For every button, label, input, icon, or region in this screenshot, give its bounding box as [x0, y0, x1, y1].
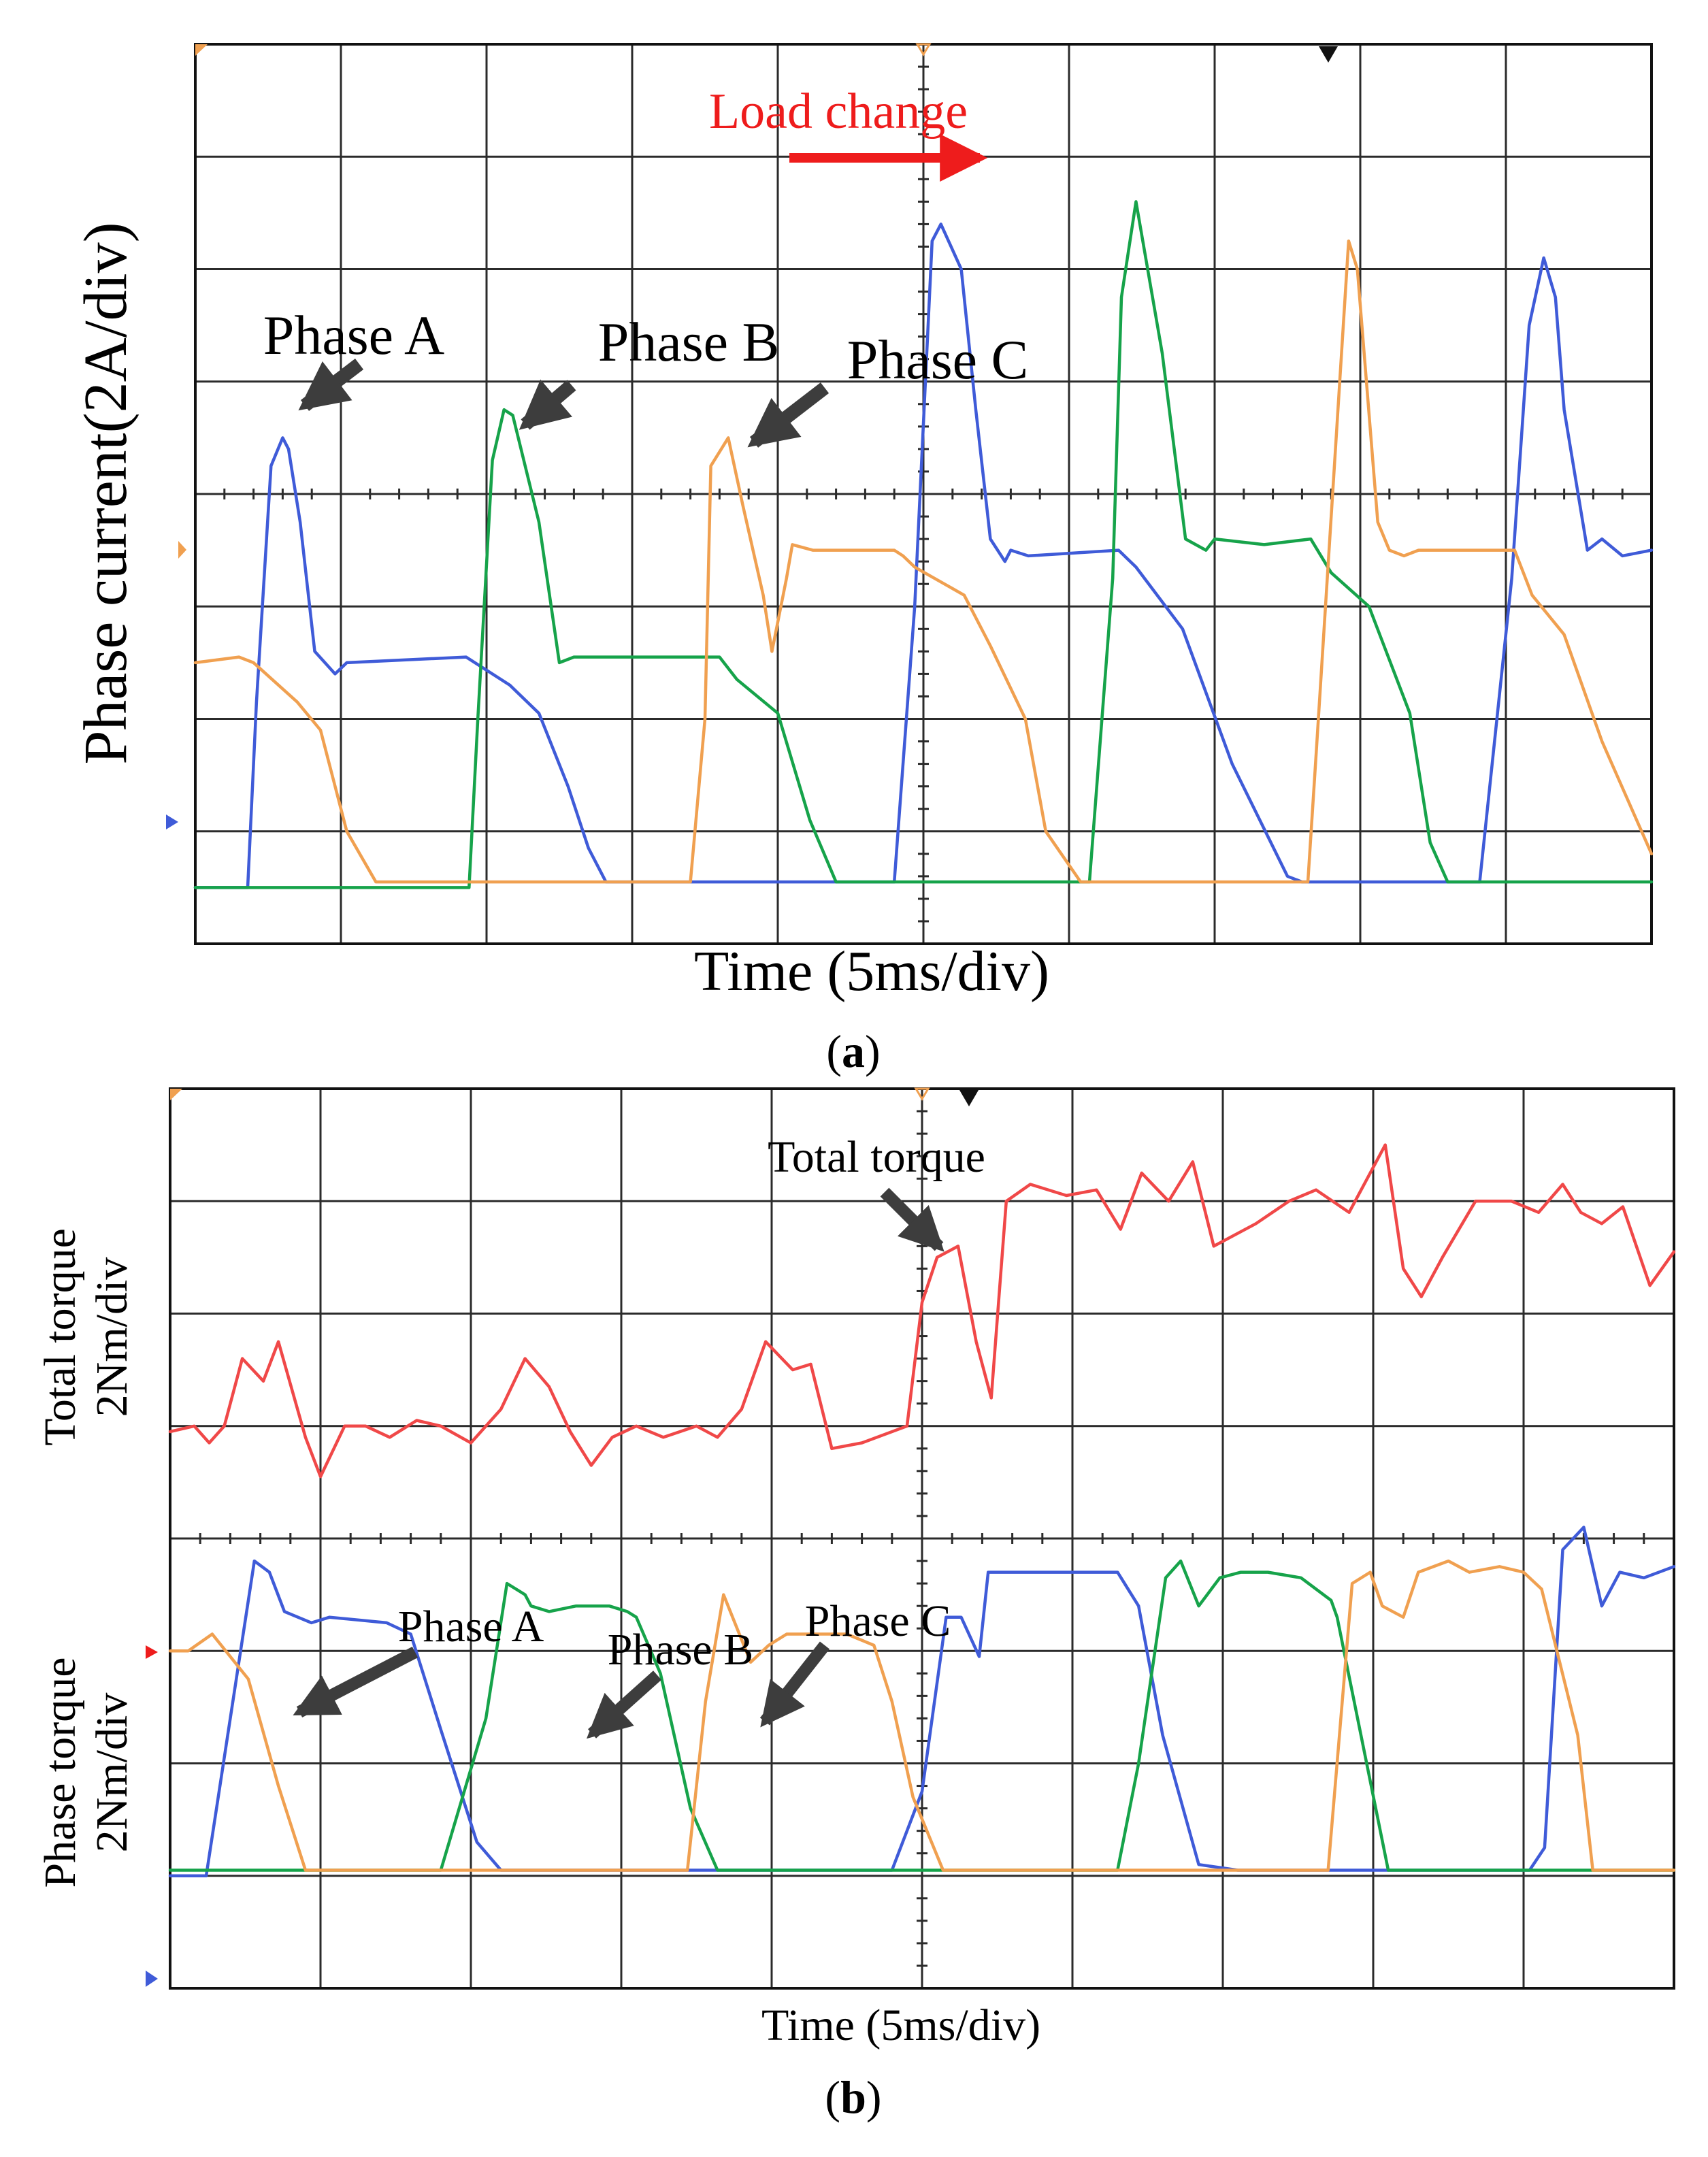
- panel-letter-b: b: [840, 2071, 866, 2123]
- center-marker-icon: [914, 1087, 930, 1101]
- panel-label-a: (a): [826, 1025, 880, 1077]
- series-phase-a-line-a: [193, 223, 1654, 889]
- series-phase-b-line-b: [168, 1559, 1676, 1872]
- channel-ground-icon: [166, 814, 178, 829]
- panel-label-b: (b): [825, 2071, 881, 2123]
- label-phase-b: Phase B: [598, 311, 780, 373]
- label-phase-c: Phase C: [805, 1596, 951, 1646]
- total-torque-arrow-icon: [880, 1187, 945, 1252]
- phase-a-arrow-icon: [298, 359, 364, 411]
- x-axis-label-a: Time (5ms/div): [694, 940, 1049, 1003]
- phase-c-arrow-icon: [747, 382, 830, 448]
- label-phase-c: Phase C: [847, 329, 1029, 391]
- label-phase-b: Phase B: [608, 1625, 754, 1675]
- phase-b-arrow-icon: [586, 1670, 662, 1739]
- traces-b: [168, 1143, 1676, 1878]
- trigger-position-icon: [1319, 46, 1338, 63]
- grid-a: [195, 44, 1652, 944]
- y-axis-label-upper-line1: Total torque: [35, 1228, 85, 1446]
- x-axis-label-b: Time (5ms/div): [761, 2000, 1040, 2050]
- y-axis-label-upper-line2: 2Nm/div: [87, 1257, 137, 1417]
- y-axis-label-lower-line2: 2Nm/div: [87, 1693, 137, 1853]
- traces-a: [193, 200, 1654, 889]
- panel-letter-a: a: [842, 1025, 865, 1077]
- channel-ground-icon: [146, 1971, 158, 1987]
- phase-a-arrow-icon: [293, 1647, 418, 1717]
- y-axis-label-lower: Phase torque2Nm/div: [35, 1657, 137, 1888]
- phase-c-arrow-icon: [759, 1641, 830, 1728]
- phase-b-arrow-icon: [519, 379, 576, 430]
- trigger-level-icon: [178, 541, 186, 559]
- label-phase-a: Phase A: [263, 304, 445, 366]
- load-change-label: Load change: [709, 84, 968, 139]
- center-marker-icon: [915, 43, 932, 56]
- trigger-marker-icon: [170, 1089, 182, 1100]
- torque-chart: Total torque Phase A Phase B Phase C Tot…: [35, 1087, 1676, 2123]
- y-axis-label-upper: Total torque2Nm/div: [35, 1228, 137, 1446]
- series-phase-a-line-b: [168, 1526, 1676, 1878]
- trigger-marker-icon: [195, 44, 208, 56]
- trigger-position-icon: [959, 1090, 979, 1106]
- phase-current-chart: Load change Phase A Phase B Phase C Phas…: [72, 43, 1654, 1077]
- y-axis-label-lower-line1: Phase torque: [35, 1657, 85, 1888]
- series-total-torque-line-b: [168, 1143, 1676, 1479]
- label-phase-a: Phase A: [398, 1602, 544, 1651]
- series-phase-c-line-a: [193, 239, 1654, 884]
- series-phase-b-line-a: [193, 200, 1654, 889]
- series-phase-c-line-b: [168, 1559, 1676, 1872]
- label-total-torque: Total torque: [768, 1132, 985, 1182]
- channel-4-marker-icon: [146, 1645, 158, 1659]
- y-axis-label-a: Phase current(2A/div): [72, 222, 139, 764]
- grid-b: [170, 1089, 1674, 1988]
